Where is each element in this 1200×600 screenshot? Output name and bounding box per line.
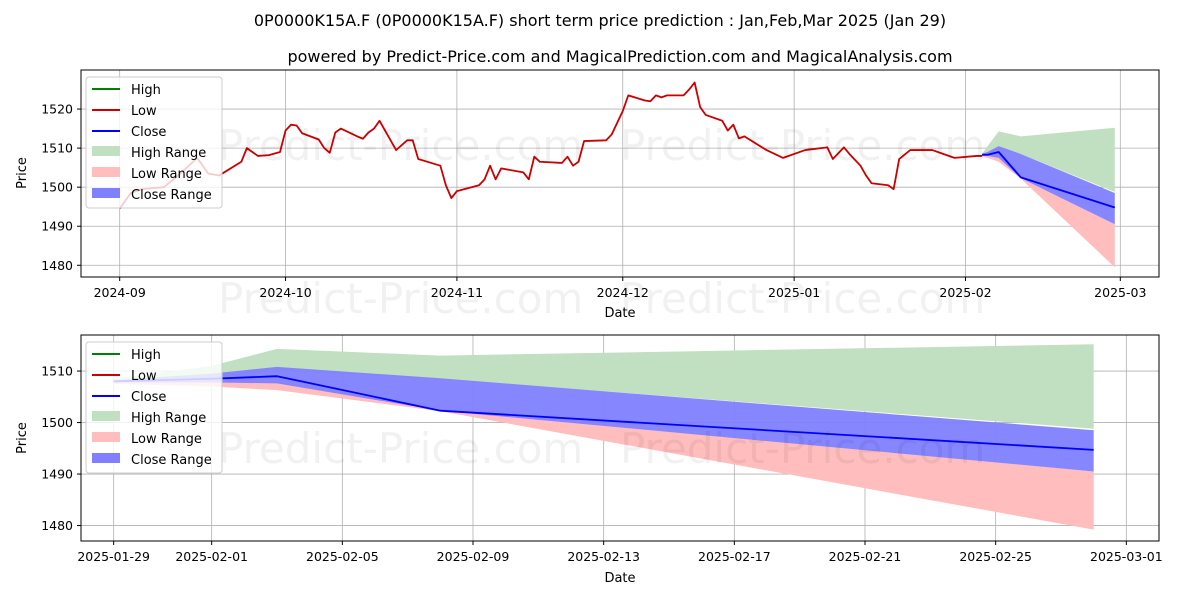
- y-axis-label: Price: [15, 157, 30, 189]
- legend-low-range-swatch: [92, 167, 120, 177]
- chart-subtitle: powered by Predict-Price.com and Magical…: [287, 47, 952, 66]
- x-tick-label: 2024-09: [94, 285, 146, 300]
- legend-close-range-swatch: [92, 188, 120, 198]
- price-history-chart: Predict-Price.com Predict-Price.com Pred…: [15, 69, 1160, 323]
- watermark: Predict-Price.com: [218, 274, 583, 323]
- x-tick-label: 2025-02-05: [306, 549, 379, 564]
- y-tick-label: 1510: [41, 141, 73, 156]
- legend-close-label: Close: [131, 125, 166, 140]
- legend-low-label: Low: [131, 369, 157, 384]
- y-tick-label: 1500: [41, 415, 73, 430]
- x-tick-label: 2025-03: [1094, 285, 1146, 300]
- plot-frame: [80, 69, 1160, 278]
- legend-low-label: Low: [131, 104, 157, 119]
- low-range-band: [113, 381, 1094, 530]
- high-range-band: [982, 127, 1115, 192]
- legend-high-range-label: High Range: [131, 146, 206, 161]
- x-tick-label: 2024-10: [259, 285, 311, 300]
- legend-low-range-label: Low Range: [131, 432, 202, 447]
- chart-title: 0P0000K15A.F (0P0000K15A.F) short term p…: [254, 11, 946, 30]
- x-tick-label: 2025-02-17: [698, 549, 771, 564]
- legend-close-label: Close: [131, 390, 166, 405]
- legend-close-range-label: Close Range: [131, 188, 212, 203]
- x-tick-label: 2024-11: [431, 285, 483, 300]
- y-tick-label: 1480: [41, 258, 73, 273]
- axis-ticks: 2024-09 2024-10 2024-11 2024-12 2025-01 2025-…: [41, 102, 1146, 300]
- y-axis-label: Price: [15, 422, 30, 454]
- x-tick-label: 2024-12: [597, 285, 649, 300]
- x-tick-label: 2025-01: [768, 285, 820, 300]
- x-tick-label: 2025-01-29: [77, 549, 150, 564]
- watermark: Predict-Price.com: [218, 121, 583, 170]
- watermark: Predict-Price.com: [620, 424, 985, 473]
- x-tick-label: 2025-02-25: [959, 549, 1032, 564]
- watermark: Predict-Price.com: [620, 121, 985, 170]
- x-axis-label: Date: [604, 306, 635, 321]
- y-tick-label: 1490: [41, 467, 73, 482]
- y-tick-label: 1520: [41, 102, 73, 117]
- y-tick-label: 1480: [41, 518, 73, 533]
- close-range-band: [982, 146, 1115, 225]
- close-series-line: [982, 151, 1116, 209]
- x-axis-label: Date: [604, 571, 635, 586]
- axis-ticks: 2025-01-29 2025-02-01 2025-02-05 2025-02-09…: [41, 364, 1162, 564]
- legend-high-range-swatch: [92, 411, 120, 421]
- low-series-line: [118, 81, 983, 210]
- x-tick-label: 2025-03-01: [1090, 549, 1163, 564]
- watermark: Predict-Price.com: [620, 274, 985, 323]
- legend-close-range-swatch: [92, 453, 120, 463]
- legend-low-range-swatch: [92, 432, 120, 442]
- legend-high-range-swatch: [92, 146, 120, 156]
- y-tick-label: 1510: [41, 364, 73, 379]
- x-tick-label: 2025-02-01: [175, 549, 248, 564]
- x-tick-label: 2025-02-21: [829, 549, 902, 564]
- legend-high-label: High: [131, 83, 161, 98]
- legend-low-range-label: Low Range: [131, 167, 202, 182]
- grid: [81, 70, 1159, 277]
- range-bands: [982, 127, 1115, 268]
- y-tick-label: 1490: [41, 219, 73, 234]
- x-tick-label: 2025-02-13: [567, 549, 640, 564]
- legend: High Low Close High Range Low Range Clos…: [85, 341, 223, 474]
- forecast-detail-chart: Predict-Price.com Predict-Price.com 2025…: [15, 334, 1163, 586]
- x-tick-label: 2025-02: [939, 285, 991, 300]
- x-tick-label: 2025-02-09: [437, 549, 510, 564]
- legend: High Low Close High Range Low Range Clos…: [85, 76, 223, 209]
- plot-frame: [80, 334, 1160, 542]
- series-lines: [118, 81, 1116, 210]
- legend-close-range-label: Close Range: [131, 453, 212, 468]
- y-tick-label: 1500: [41, 180, 73, 195]
- legend-high-range-label: High Range: [131, 411, 206, 426]
- high-range-band: [113, 344, 1094, 429]
- legend-high-label: High: [131, 348, 161, 363]
- watermark: Predict-Price.com: [218, 424, 583, 473]
